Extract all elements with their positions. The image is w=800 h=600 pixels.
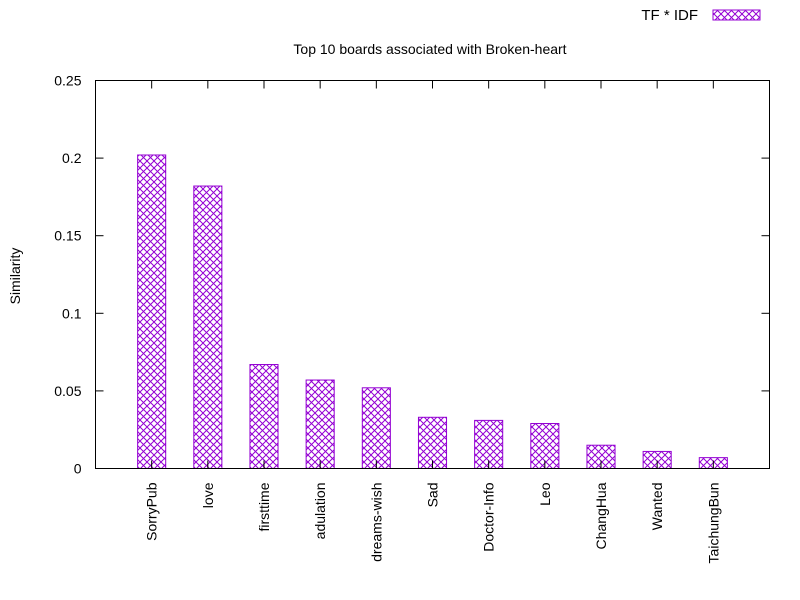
plot-frame <box>95 80 770 469</box>
x-tick-label: ChangHua <box>593 482 609 549</box>
y-tick-label: 0 <box>74 461 82 477</box>
bar-love <box>193 185 223 469</box>
bar-firsttime <box>249 364 279 469</box>
legend: TF * IDF <box>641 7 761 24</box>
x-tick-label: Wanted <box>649 483 665 531</box>
x-tick-label: love <box>200 482 216 508</box>
y-tick-label: 0.2 <box>62 150 82 166</box>
bar-doctor-info <box>474 419 504 469</box>
bars-group <box>137 154 728 470</box>
legend-label: TF * IDF <box>641 7 698 24</box>
y-ticks-group: 0 0.05 0.1 0.15 0.2 0.25 <box>54 73 770 477</box>
x-tick-label: firsttime <box>256 482 272 531</box>
x-tick-label: dreams-wish <box>368 483 384 562</box>
y-axis-label: Similarity <box>7 248 23 305</box>
x-tick-label: TaichungBun <box>705 483 721 564</box>
y-tick-label: 0.15 <box>54 228 81 244</box>
y-tick-label: 0.1 <box>62 305 82 321</box>
bar-sorrypub <box>137 154 167 469</box>
bar-sad <box>417 416 448 469</box>
x-tick-label: Sad <box>425 483 441 508</box>
bar-dreams-wish <box>361 387 391 469</box>
x-ticks-group: SorryPub love firsttime adulation dreams-wis… <box>144 80 721 564</box>
chart-title: Top 10 boards associated with Broken-hea… <box>293 41 566 57</box>
x-tick-label: adulation <box>312 483 328 540</box>
x-tick-label: Leo <box>537 482 553 506</box>
legend-swatch <box>712 9 761 21</box>
x-tick-label: Doctor-Info <box>481 482 497 551</box>
bar-adulation <box>305 379 335 470</box>
y-tick-label: 0.05 <box>54 383 81 399</box>
y-tick-label: 0.25 <box>54 73 81 89</box>
x-tick-label: SorryPub <box>144 482 160 541</box>
